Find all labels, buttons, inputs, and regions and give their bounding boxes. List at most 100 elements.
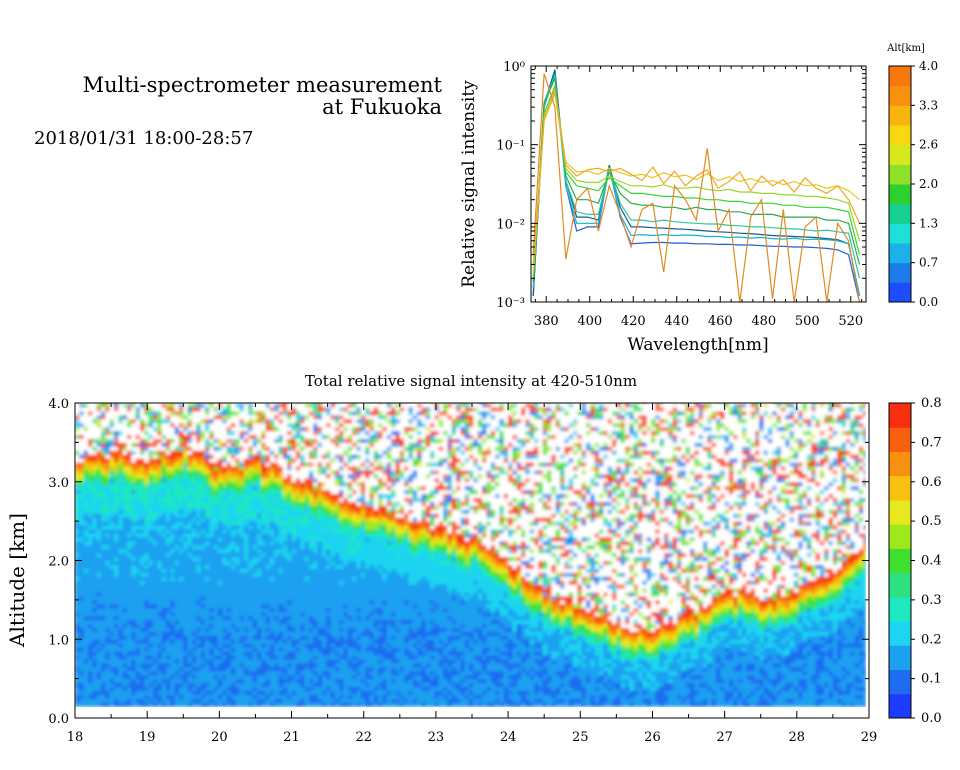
- heatmap-cell: [135, 540, 141, 546]
- heatmap-cell: [127, 544, 132, 550]
- heatmap-cell: [92, 552, 98, 558]
- heatmap-cell: [157, 651, 163, 656]
- heatmap-cell: [148, 568, 154, 573]
- heatmap-cell: [222, 603, 228, 609]
- heatmap-cell: [304, 623, 310, 628]
- heatmap-cell: [243, 678, 249, 684]
- heatmap-cell: [269, 529, 275, 534]
- heatmap-cell: [239, 469, 245, 475]
- heatmap-cell: [161, 493, 167, 499]
- heatmap-cell: [308, 595, 314, 601]
- heatmap-cell: [105, 540, 111, 546]
- heatmap-cell: [321, 489, 327, 495]
- heatmap-cell: [178, 580, 184, 585]
- heatmap-cell: [83, 639, 89, 644]
- heatmap-cell: [109, 501, 115, 506]
- heatmap-cell: [157, 540, 163, 546]
- heatmap-cell: [339, 678, 345, 684]
- heatmap-cell: [261, 481, 267, 487]
- heatmap-cell: [153, 505, 158, 510]
- heatmap-cell: [127, 418, 132, 424]
- heatmap-cell: [339, 662, 345, 668]
- heatmap-cell: [239, 529, 245, 534]
- heatmap-cell: [230, 643, 236, 648]
- heatmap-cell: [148, 477, 154, 483]
- heatmap-cell: [261, 670, 267, 676]
- heatmap-cell: [278, 438, 284, 443]
- heatmap-cell: [109, 473, 115, 479]
- heatmap-cell: [122, 497, 128, 502]
- heatmap-cell: [317, 666, 323, 672]
- heatmap-cell: [187, 635, 193, 640]
- heatmap-cell: [140, 466, 145, 471]
- heatmap-cell: [187, 544, 193, 550]
- heatmap-cell: [101, 556, 106, 562]
- heatmap-cell: [114, 525, 119, 530]
- heatmap-cell: [321, 548, 327, 554]
- heatmap-cell: [330, 588, 336, 593]
- heatmap-cell: [235, 509, 241, 514]
- heatmap-cell: [96, 552, 102, 558]
- heatmap-cell: [313, 627, 319, 632]
- heatmap-cell: [200, 501, 206, 506]
- heatmap-cell: [196, 450, 202, 455]
- heatmap-cell: [321, 666, 327, 672]
- heatmap-cell: [274, 615, 280, 621]
- heatmap-cell: [295, 406, 301, 412]
- heatmap-cell: [326, 505, 332, 510]
- heatmap-cell: [191, 580, 197, 585]
- heatmap-cell: [75, 481, 80, 487]
- heatmap-cell: [230, 403, 236, 408]
- heatmap-cell: [109, 426, 115, 432]
- heatmap-cell: [243, 410, 249, 416]
- heatmap-cell: [252, 552, 258, 558]
- heatmap-cell: [183, 414, 189, 420]
- heatmap-cell: [148, 682, 154, 688]
- heatmap-cell: [109, 662, 115, 668]
- heatmap-cell: [105, 509, 111, 514]
- heatmap-cell: [256, 635, 262, 640]
- heatmap-cell: [326, 678, 332, 684]
- heatmap-cell: [269, 477, 275, 483]
- heatmap-cell: [131, 403, 137, 408]
- heatmap-cell: [127, 564, 132, 569]
- heatmap-cell: [239, 489, 245, 495]
- heatmap-cell: [291, 592, 297, 597]
- heatmap-cell: [321, 517, 327, 522]
- heatmap-cell: [79, 694, 85, 699]
- heatmap-cell: [101, 540, 106, 546]
- heatmap-cell: [269, 450, 275, 455]
- heatmap-cell: [334, 560, 340, 565]
- heatmap-cell: [330, 548, 336, 554]
- heatmap-cell: [222, 662, 228, 668]
- heatmap-cell: [83, 517, 89, 522]
- heatmap-cell: [178, 418, 184, 424]
- heatmap-cell: [313, 493, 319, 499]
- heatmap-cell: [226, 552, 232, 558]
- heatmap-cell: [300, 493, 306, 499]
- heatmap-cell: [178, 655, 184, 660]
- heatmap-cell: [321, 544, 327, 550]
- heatmap-cell: [144, 658, 150, 664]
- heatmap-cell: [75, 438, 80, 443]
- heatmap-cell: [96, 485, 102, 491]
- heatmap-cell: [269, 690, 275, 695]
- heatmap-cell: [161, 607, 167, 613]
- heatmap-cell: [161, 666, 167, 672]
- heatmap-cell: [196, 446, 202, 451]
- heatmap-cell: [170, 454, 176, 459]
- heatmap-cell: [282, 477, 288, 483]
- heatmap-cell: [209, 473, 215, 479]
- heatmap-cell: [239, 674, 245, 680]
- heatmap-cell: [243, 592, 249, 597]
- heatmap-cell: [75, 584, 80, 589]
- heatmap-cell: [217, 458, 223, 463]
- heatmap-cell: [339, 529, 345, 534]
- heatmap-cell: [144, 517, 150, 522]
- heatmap-cell: [191, 702, 197, 707]
- heatmap-cell: [252, 489, 258, 495]
- heatmap-cell: [287, 611, 293, 617]
- heatmap-cell: [170, 462, 176, 467]
- heatmap-cell: [196, 454, 202, 459]
- heatmap-cell: [235, 410, 241, 416]
